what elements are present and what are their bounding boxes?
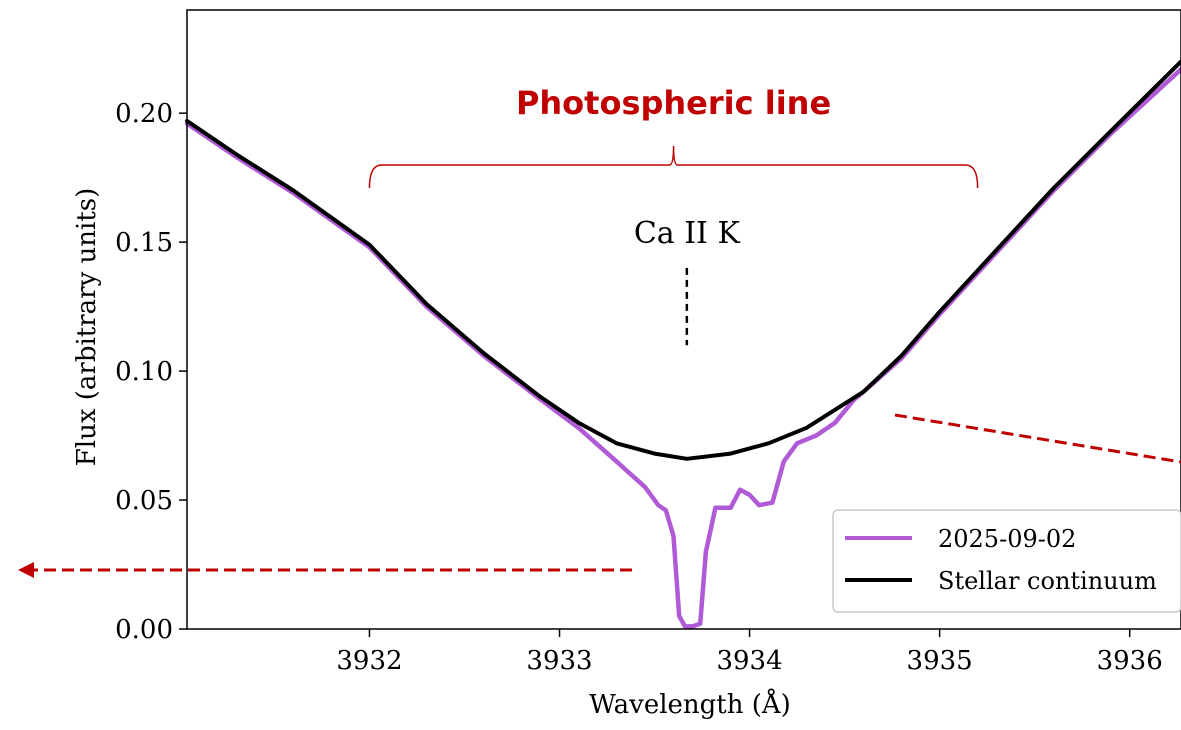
x-axis-ticks: 3932 3933 3934 3935 3936: [336, 629, 1163, 676]
legend-label-continuum: Stellar continuum: [938, 567, 1157, 595]
y-axis-ticks: 0.00 0.05 0.10 0.15 0.20: [115, 99, 187, 645]
y-tick-label: 0.05: [115, 486, 173, 516]
plot-frame: [186, 9, 1181, 630]
left-arrow-head: [18, 562, 34, 578]
ca-ii-k-label: Ca II K: [634, 216, 741, 251]
photospheric-line-label: Photospheric line: [516, 84, 831, 122]
right-dashed-line: [894, 413, 1181, 464]
x-tick-label: 3932: [336, 646, 402, 676]
x-tick-label: 3936: [1097, 646, 1163, 676]
legend: 2025-09-02 Stellar continuum: [832, 509, 1181, 613]
x-tick-label: 3935: [907, 646, 973, 676]
y-tick-label: 0.00: [115, 615, 173, 645]
x-axis-title: Wavelength (Å): [589, 688, 791, 720]
series-layer: [184, 59, 1181, 629]
photospheric-line-bracket: [368, 145, 979, 189]
x-tick-label: 3934: [716, 646, 782, 676]
y-tick-label: 0.15: [115, 228, 173, 258]
y-tick-label: 0.10: [115, 357, 173, 387]
legend-box: [832, 509, 1181, 613]
y-tick-label: 0.20: [115, 99, 173, 129]
y-axis-title: Flux (arbitrary units): [72, 188, 102, 467]
series-continuum-line: [185, 59, 1181, 461]
legend-label-observation: 2025-09-02: [938, 525, 1076, 553]
x-tick-label: 3933: [526, 646, 592, 676]
